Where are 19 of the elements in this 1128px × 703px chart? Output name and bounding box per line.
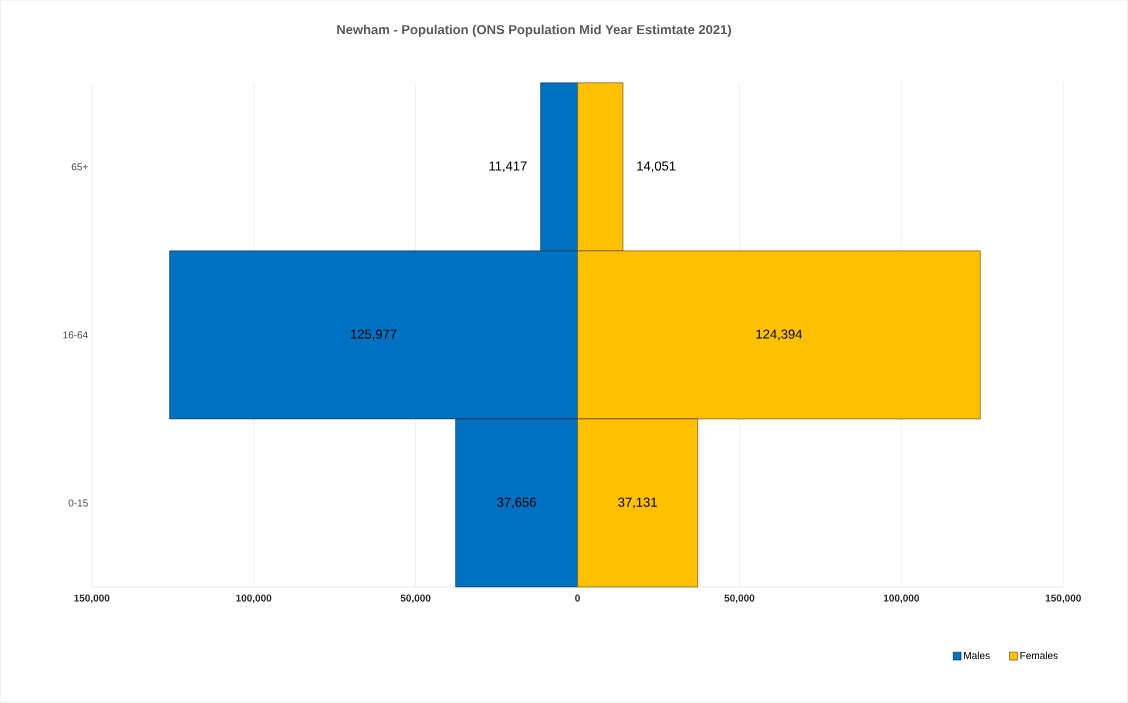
x-tick-label: 150,000 [1045, 594, 1081, 604]
y-tick-label: 65+ [71, 163, 88, 171]
data-label: 14,051 [637, 161, 676, 173]
x-tick-label: 100,000 [883, 594, 920, 604]
y-tick-label: 0-15 [68, 499, 88, 507]
y-tick-label: 16-64 [63, 331, 88, 339]
legend-label: Females [1020, 651, 1058, 660]
data-label: 125,977 [351, 329, 397, 341]
x-tick-label: 0 [575, 594, 580, 602]
x-tick-label: 150,000 [74, 594, 110, 604]
data-label: 37,131 [618, 497, 657, 509]
x-tick-label: 50,000 [724, 594, 755, 604]
chart-title: Newham - Population (ONS Population Mid Year Estimtate 2021) [337, 24, 732, 37]
x-tick-label: 100,000 [236, 594, 272, 604]
data-label: 37,656 [497, 497, 536, 509]
x-tick-label: 50,000 [400, 594, 431, 604]
legend-label: Males [964, 651, 990, 660]
data-label: 124,394 [756, 329, 803, 341]
data-label: 11,417 [489, 161, 527, 173]
